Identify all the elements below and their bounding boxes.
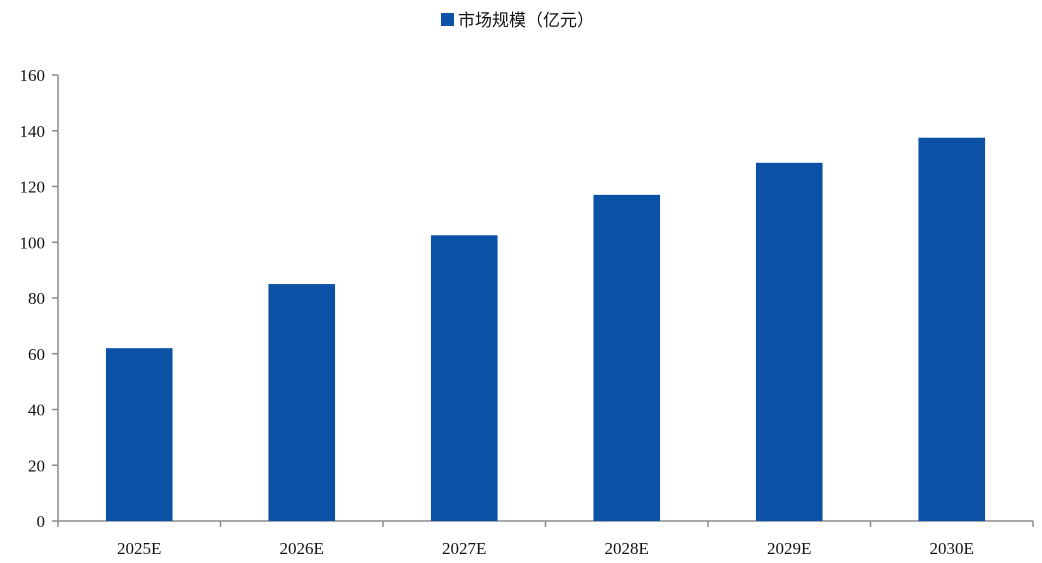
- x-tick-label: 2025E: [117, 539, 161, 558]
- bar-2028E: [593, 194, 661, 522]
- y-tick-label: 140: [20, 122, 46, 141]
- y-axis: 0 20 40 60 80 100 120 140 160: [20, 66, 59, 531]
- x-axis: 2025E 2026E 2027E 2028E 2029E 2030E: [57, 520, 1034, 558]
- x-tick-label: 2028E: [605, 539, 649, 558]
- bar-2029E: [755, 162, 823, 521]
- y-tick-label: 40: [28, 401, 45, 420]
- x-tick-label: 2027E: [442, 539, 486, 558]
- legend-swatch: [441, 13, 454, 26]
- legend: 市场规模（亿元）: [441, 11, 594, 31]
- y-tick-label: 100: [20, 233, 46, 252]
- bars: [105, 137, 986, 522]
- bar-2027E: [430, 235, 498, 521]
- legend-label: 市场规模（亿元）: [458, 11, 594, 31]
- bar-2030E: [918, 137, 986, 521]
- y-tick-label: 60: [28, 345, 45, 364]
- x-tick-label: 2029E: [767, 539, 811, 558]
- y-tick-label: 160: [20, 66, 46, 85]
- x-tick-label: 2030E: [930, 539, 974, 558]
- x-tick-label: 2026E: [280, 539, 324, 558]
- y-tick-label: 0: [37, 512, 46, 531]
- y-tick-label: 80: [28, 289, 45, 308]
- bar-2026E: [268, 284, 336, 521]
- bar-2025E: [105, 348, 173, 521]
- y-tick-label: 120: [20, 178, 46, 197]
- y-tick-label: 20: [28, 456, 45, 475]
